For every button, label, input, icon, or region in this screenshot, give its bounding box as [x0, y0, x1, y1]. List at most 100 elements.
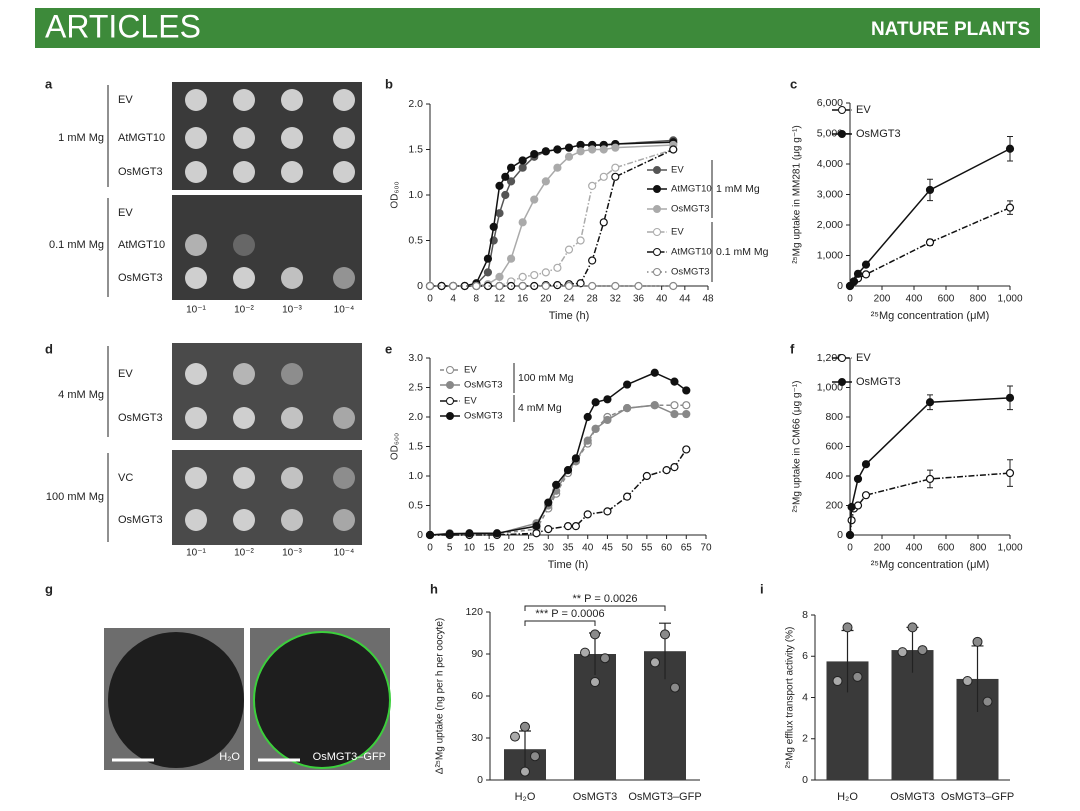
strain-label: OsMGT3: [118, 412, 163, 424]
legend-marker: [446, 412, 454, 420]
series-line: [429, 404, 687, 536]
data-point: [495, 181, 504, 190]
replicate-point: [832, 676, 843, 686]
data-point: [530, 149, 539, 159]
colony-spot: [281, 467, 303, 489]
data-point: [682, 386, 691, 395]
data-point: [669, 281, 678, 291]
colony-spot: [333, 267, 355, 289]
legend-marker: [653, 166, 661, 174]
y-tick-label: 0: [837, 529, 843, 541]
data-point: [532, 529, 541, 538]
data-point: [611, 281, 620, 291]
condition-label: 4 mM Mg: [58, 389, 104, 401]
x-tick-label: 800: [970, 543, 987, 554]
strain-label: EV: [118, 207, 133, 219]
x-tick-label: 36: [633, 294, 645, 305]
strain-label: OsMGT3: [118, 272, 163, 284]
panel-letter: c: [790, 76, 797, 91]
x-axis-label: Time (h): [548, 559, 589, 571]
data-point: [845, 530, 855, 540]
replicate-point: [842, 622, 853, 633]
data-point: [544, 524, 553, 534]
legend-marker: [838, 130, 846, 138]
data-point: [853, 269, 863, 278]
data-point: [925, 238, 935, 247]
colony-spot: [333, 161, 355, 183]
data-point: [583, 510, 592, 519]
y-tick-label: 1,200: [817, 352, 843, 364]
x-tick-label: 44: [679, 294, 691, 305]
x-tick-label: 24: [563, 294, 575, 305]
x-tick-label: OsMGT3: [573, 791, 618, 803]
data-point: [449, 281, 458, 291]
colony-spot: [281, 509, 303, 531]
data-point: [552, 480, 561, 489]
data-point: [603, 395, 612, 404]
series-line: [430, 139, 674, 287]
series-line: [430, 144, 674, 287]
x-axis-label: Time (h): [549, 310, 590, 322]
x-tick-label: 40: [582, 543, 594, 554]
x-tick-label: 50: [622, 543, 634, 554]
data-point: [518, 156, 527, 165]
data-point: [847, 502, 856, 512]
data-point: [576, 279, 585, 288]
x-tick-label: 70: [700, 543, 712, 554]
replicate-point: [530, 751, 540, 762]
y-tick-label: 600: [825, 440, 843, 452]
y-tick-label: 0: [802, 774, 808, 786]
x-tick-label: 65: [681, 543, 693, 554]
replicate-point: [520, 766, 530, 777]
colony-spot: [333, 89, 355, 111]
replicate-point: [982, 696, 993, 707]
colony-spot: [281, 89, 303, 111]
x-tick-label: 600: [938, 294, 955, 305]
data-point: [650, 368, 659, 377]
x-tick-label: 20: [540, 294, 552, 305]
colony-spot: [233, 161, 255, 183]
data-point: [603, 507, 612, 516]
x-tick-label: 15: [484, 543, 496, 554]
y-axis-label: OD₆₀₀: [390, 181, 401, 208]
strain-label: AtMGT10: [118, 239, 165, 251]
x-tick-label: 28: [587, 294, 599, 305]
colony-spot: [281, 161, 303, 183]
data-point: [1005, 144, 1015, 153]
data-point: [501, 190, 510, 200]
colony-spot: [185, 467, 207, 489]
data-point: [599, 172, 608, 181]
x-tick-label: 0: [847, 294, 853, 305]
y-axis-label: ²⁵Mg uptake in MM281 (μg g⁻¹): [792, 125, 803, 264]
strain-label: OsMGT3: [118, 514, 163, 526]
data-point: [553, 263, 562, 272]
data-point: [530, 270, 539, 280]
data-point: [564, 152, 574, 161]
x-tick-label: 400: [906, 294, 923, 305]
legend-label: EV: [856, 352, 871, 364]
colony-spot: [185, 161, 207, 183]
y-tick-label: 5,000: [817, 127, 843, 139]
y-tick-label: 90: [471, 648, 483, 660]
data-point: [530, 195, 539, 204]
x-tick-label: OsMGT3–GFP: [941, 791, 1014, 803]
data-point: [571, 454, 580, 463]
dilution-label: 10⁻²: [234, 305, 254, 316]
data-point: [591, 398, 600, 407]
data-point: [571, 522, 580, 531]
data-point: [564, 245, 574, 254]
replicate-point: [962, 676, 973, 686]
colony-spot: [185, 407, 207, 429]
data-point: [588, 256, 597, 265]
x-tick-label: 32: [610, 294, 622, 305]
data-point: [541, 177, 550, 186]
legend-label: OsMGT3: [671, 267, 710, 278]
strain-label: EV: [118, 94, 133, 106]
data-point: [518, 281, 527, 291]
data-point: [563, 522, 573, 531]
legend-marker: [446, 381, 454, 389]
replicate-point: [852, 671, 863, 682]
data-point: [518, 218, 527, 227]
data-point: [861, 260, 871, 269]
